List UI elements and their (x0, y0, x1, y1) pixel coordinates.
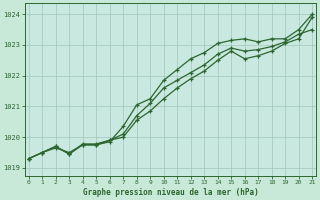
X-axis label: Graphe pression niveau de la mer (hPa): Graphe pression niveau de la mer (hPa) (83, 188, 258, 197)
